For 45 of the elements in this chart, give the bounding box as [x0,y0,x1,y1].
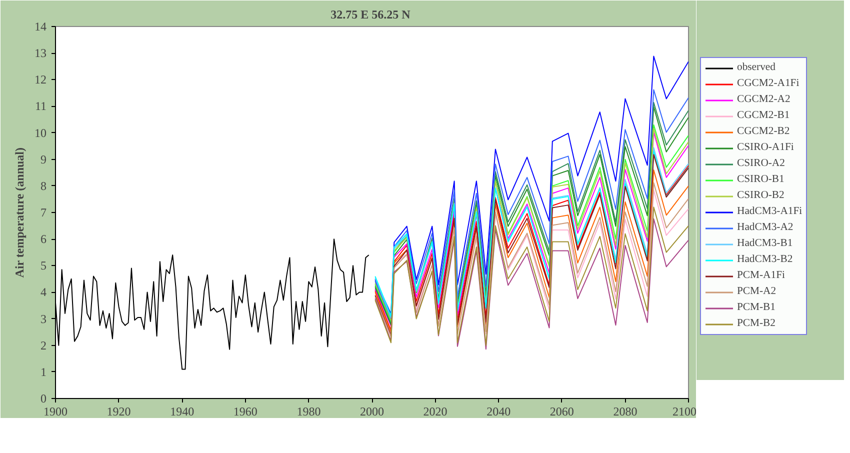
legend-label: CGCM2-A2 [737,94,790,106]
legend-label: PCM-A2 [737,286,776,298]
y-tick-label: 11 [34,99,47,114]
legend-label: HadCM3-A1Fi [737,206,802,218]
y-tick-label: 13 [34,46,46,60]
y-tick-label: 4 [40,285,46,300]
legend-label: HadCM3-A2 [737,222,794,234]
legend-label: PCM-A1Fi [737,270,785,282]
y-tick-label: 14 [34,20,46,34]
y-tick-label: 10 [34,126,46,140]
x-tick-label: 2080 [613,404,638,418]
legend-label: CSIRO-A2 [737,158,785,170]
legend-label: CSIRO-A1Fi [737,142,794,154]
legend-label: CGCM2-B1 [737,110,790,122]
y-tick-label: 5 [40,258,46,273]
y-axis-title: Air temperature (annual) [12,147,26,278]
x-tick-label: 2020 [423,404,448,418]
y-tick-label: 12 [34,72,46,87]
x-tick-label: 1900 [44,404,68,418]
x-tick-label: 1940 [170,404,194,418]
y-tick-label: 2 [40,338,46,352]
y-tick-label: 3 [40,312,46,326]
x-tick-label: 1920 [106,404,131,418]
y-tick-label: 7 [40,206,46,220]
x-tick-label: 2040 [486,404,511,418]
legend-label: CSIRO-B1 [737,174,784,186]
y-tick-label: 0 [40,392,46,406]
x-tick-label: 2100 [672,404,696,418]
y-tick-label: 6 [40,232,46,246]
y-tick-label: 8 [40,178,46,193]
legend-label: HadCM3-B1 [737,238,793,250]
chart-title: 32.75 E 56.25 N [330,8,411,22]
legend-label: CSIRO-B2 [737,190,784,202]
legend-label: PCM-B2 [737,318,776,330]
x-tick-label: 1980 [296,404,321,418]
legend-label: HadCM3-B2 [737,254,793,266]
x-tick-label: 1960 [233,404,258,418]
x-tick-label: 2000 [360,404,384,418]
legend-label: PCM-B1 [737,302,776,314]
y-tick-label: 1 [40,364,46,379]
legend-label: CGCM2-B2 [737,126,790,138]
legend-label: CGCM2-A1Fi [737,78,800,90]
x-tick-label: 2060 [550,404,574,418]
y-tick-label: 9 [40,152,46,166]
legend-label: observed [737,62,776,74]
